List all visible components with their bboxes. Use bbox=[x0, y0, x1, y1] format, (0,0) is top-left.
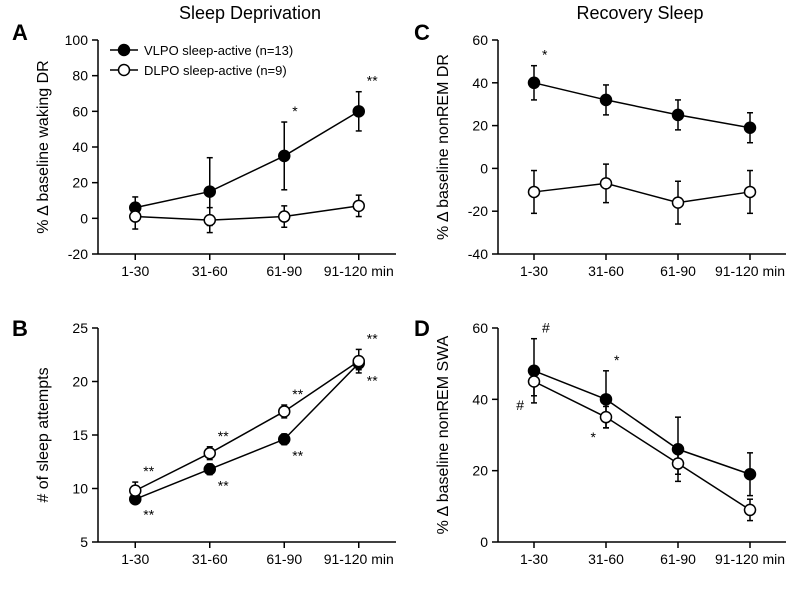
svg-text:# of sleep attempts: # of sleep attempts bbox=[35, 367, 52, 502]
svg-text:*: * bbox=[591, 429, 597, 445]
svg-text:**: ** bbox=[292, 386, 303, 402]
column-title-right: Recovery Sleep bbox=[510, 3, 770, 24]
svg-text:61-90: 61-90 bbox=[266, 263, 302, 279]
svg-text:1-30: 1-30 bbox=[520, 263, 548, 279]
svg-text:0: 0 bbox=[480, 534, 488, 550]
svg-text:25: 25 bbox=[72, 320, 88, 336]
svg-text:1-30: 1-30 bbox=[520, 551, 548, 567]
column-title-left: Sleep Deprivation bbox=[120, 3, 380, 24]
svg-text:0: 0 bbox=[480, 160, 488, 176]
svg-text:VLPO sleep-active (n=13): VLPO sleep-active (n=13) bbox=[144, 43, 293, 58]
svg-text:-20: -20 bbox=[468, 203, 488, 219]
svg-text:DLPO sleep-active (n=9): DLPO sleep-active (n=9) bbox=[144, 63, 287, 78]
panel-label-b: B bbox=[12, 316, 28, 342]
svg-text:40: 40 bbox=[472, 75, 488, 91]
svg-text:*: * bbox=[292, 103, 298, 119]
svg-text:40: 40 bbox=[472, 391, 488, 407]
svg-text:60: 60 bbox=[72, 103, 88, 119]
svg-text:*: * bbox=[614, 352, 620, 368]
svg-text:61-90: 61-90 bbox=[660, 551, 696, 567]
svg-text:-20: -20 bbox=[68, 246, 88, 262]
svg-text:*: * bbox=[542, 47, 548, 63]
svg-text:#: # bbox=[542, 320, 550, 336]
svg-text:10: 10 bbox=[72, 481, 88, 497]
svg-text:60: 60 bbox=[472, 320, 488, 336]
svg-text:91-120 min: 91-120 min bbox=[324, 263, 394, 279]
svg-text:**: ** bbox=[292, 448, 303, 464]
svg-text:61-90: 61-90 bbox=[266, 551, 302, 567]
svg-text:20: 20 bbox=[472, 463, 488, 479]
svg-text:91-120 min: 91-120 min bbox=[715, 263, 785, 279]
svg-text:91-120 min: 91-120 min bbox=[715, 551, 785, 567]
svg-text:20: 20 bbox=[72, 374, 88, 390]
svg-text:#: # bbox=[516, 397, 524, 413]
svg-text:40: 40 bbox=[72, 139, 88, 155]
svg-text:% Δ baseline nonREM SWA: % Δ baseline nonREM SWA bbox=[435, 335, 452, 534]
svg-text:-40: -40 bbox=[468, 246, 488, 262]
panel-label-d: D bbox=[414, 316, 430, 342]
svg-text:31-60: 31-60 bbox=[588, 551, 624, 567]
svg-text:**: ** bbox=[367, 373, 378, 389]
panel-label-c: C bbox=[414, 20, 430, 46]
svg-text:100: 100 bbox=[65, 32, 89, 48]
svg-text:61-90: 61-90 bbox=[660, 263, 696, 279]
svg-text:5: 5 bbox=[80, 534, 88, 550]
svg-text:**: ** bbox=[143, 463, 154, 479]
svg-text:1-30: 1-30 bbox=[121, 551, 149, 567]
svg-text:80: 80 bbox=[72, 68, 88, 84]
chart-panel-c: -40 -20 0 20 40 60 1-30 31-60 61-90 91-120 min % Δ… bbox=[430, 28, 800, 298]
svg-text:31-60: 31-60 bbox=[192, 551, 228, 567]
svg-text:**: ** bbox=[218, 428, 229, 444]
svg-text:31-60: 31-60 bbox=[192, 263, 228, 279]
chart-panel-b: 5 10 15 20 25 1-30 31-60 61-90 91-120 min # of sl… bbox=[30, 316, 410, 586]
svg-text:20: 20 bbox=[472, 118, 488, 134]
svg-text:31-60: 31-60 bbox=[588, 263, 624, 279]
svg-text:**: ** bbox=[367, 73, 378, 89]
svg-text:0: 0 bbox=[80, 210, 88, 226]
svg-text:91-120 min: 91-120 min bbox=[324, 551, 394, 567]
chart-panel-d: 0 20 40 60 1-30 31-60 61-90 91-120 min % Δ basel… bbox=[430, 316, 800, 586]
panel-label-a: A bbox=[12, 20, 28, 46]
svg-text:% Δ baseline nonREM DR: % Δ baseline nonREM DR bbox=[435, 54, 452, 240]
svg-text:60: 60 bbox=[472, 32, 488, 48]
svg-text:% Δ baseline waking DR: % Δ baseline waking DR bbox=[35, 60, 52, 233]
svg-text:15: 15 bbox=[72, 427, 88, 443]
svg-text:**: ** bbox=[143, 506, 154, 522]
svg-text:1-30: 1-30 bbox=[121, 263, 149, 279]
chart-panel-a: -20 0 20 40 60 80 100 1-30 31-60 61-90 91-120 min%… bbox=[30, 28, 410, 298]
svg-text:20: 20 bbox=[72, 175, 88, 191]
svg-text:**: ** bbox=[367, 330, 378, 346]
svg-text:**: ** bbox=[218, 478, 229, 494]
